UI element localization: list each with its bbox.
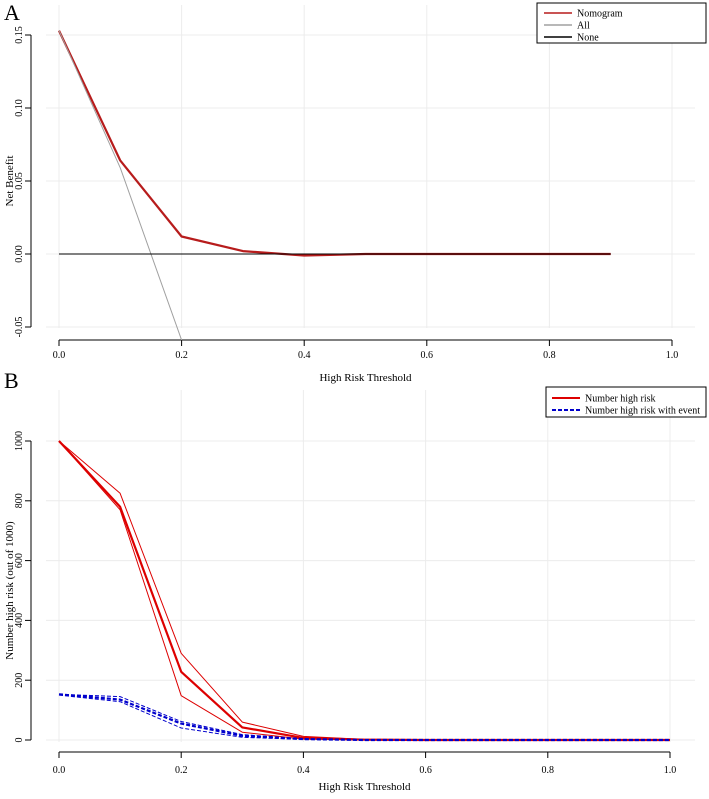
chart-b: 0.0 0.2 0.4 0.6 0.8 1.0 High Risk Threshold 0 20… [4,386,707,793]
chart-b-x-axis-title: High Risk Threshold [318,781,411,793]
chart-a-legend-label-2: None [577,33,599,44]
chart-a-legend-label-0: Nomogram [577,9,623,20]
chart-a-series-group [58,30,611,341]
chart-a-x-tick-label-1: 0.2 [175,350,188,361]
chart-a-y-axis-title: Net Benefit [4,155,16,206]
chart-a-x-tick-label-2: 0.4 [298,350,311,361]
chart-b-x-tick-label-5: 1.0 [664,765,677,776]
chart-a-y-tick-label-0: -0.05 [14,317,25,338]
chart-b-y-axis-title: Number high risk (out of 1000) [4,521,16,660]
chart-a-series-0-line [58,30,611,257]
chart-a-y-tick-label-1: 0.00 [14,245,25,263]
chart-b-series-4-line [58,693,670,741]
chart-b-series-5-line [58,694,670,741]
chart-b-x-tick-label-1: 0.2 [175,765,188,776]
chart-b-x-tick-label-2: 0.4 [297,765,310,776]
chart-a-y-tick-label-2: 0.05 [14,172,25,190]
chart-b-x-tick-label-3: 0.6 [419,765,432,776]
chart-b-y-tick-label-4: 800 [14,493,25,508]
chart-b-y-tick-label-2: 400 [14,613,25,628]
chart-b-y-tick-label-0: 0 [14,738,25,743]
chart-a-x-axis-title: High Risk Threshold [319,372,412,384]
chart-a-y-tick-label-4: 0.15 [14,26,25,44]
chart-a-series-1-line [58,30,183,341]
chart-b-legend-label-1: Number high risk with event [585,406,700,417]
panel-b-letter: B [4,368,19,393]
chart-b-series-3-line [58,693,670,742]
chart-b-y-tick-label-3: 600 [14,553,25,568]
chart-b-y-tick-label-5: 1000 [14,431,25,451]
chart-a-x-tick-label-4: 0.8 [543,350,556,361]
chart-b-x-tick-label-0: 0.0 [53,765,66,776]
chart-a-x-tick-label-3: 0.6 [421,350,434,361]
chart-b-series-group [58,440,670,742]
chart-a-x-tick-label-0: 0.0 [53,350,66,361]
chart-b-x-tick-label-4: 0.8 [542,765,555,776]
chart-b-y-tick-label-1: 200 [14,673,25,688]
chart-a: 0.0 0.2 0.4 0.6 0.8 1.0 High Risk Threshold -0.… [4,2,707,384]
chart-a-legend-label-1: All [577,21,590,32]
chart-a-x-tick-label-5: 1.0 [666,350,679,361]
chart-b-series-0-line [58,440,670,742]
chart-a-y-tick-label-3: 0.10 [14,99,25,117]
chart-b-legend-box [545,386,707,418]
chart-b-legend-label-0: Number high risk [585,394,656,405]
panel-a-letter: A [4,0,20,25]
